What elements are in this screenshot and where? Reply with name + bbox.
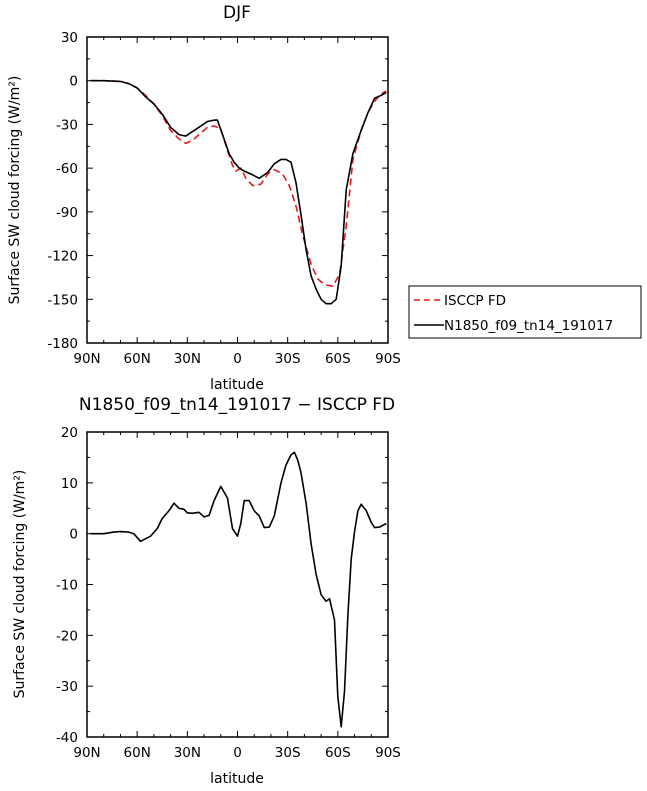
top-series-lines xyxy=(90,79,387,305)
legend-label-isccp: ISCCP FD xyxy=(444,293,506,309)
bottom-x-tick-label: 60S xyxy=(325,745,351,761)
bottom-x-tick-label: 30N xyxy=(174,745,201,761)
top-y-tick-label: -30 xyxy=(56,117,78,133)
bottom-x-tick-label: 0 xyxy=(233,745,242,761)
bottom-y-tick-label: 10 xyxy=(61,476,78,492)
top-axes: 90N 60N 30N 0 30S 60S 90S 30 0 -30 -60 -90 -120 -150 -… xyxy=(47,30,401,367)
bottom-x-tick-label: 90N xyxy=(73,745,100,761)
top-y-tick-label: -90 xyxy=(56,205,78,221)
legend: ISCCP FD N1850_f09_tn14_191017 xyxy=(408,285,642,339)
bottom-chart: N1850_f09_tn14_191017 − ISCCP FD 90N 60N 3… xyxy=(12,395,401,787)
bottom-y-tick-label: -10 xyxy=(56,578,78,594)
top-y-tick-label: 30 xyxy=(61,30,78,46)
top-x-tick-label: 90S xyxy=(375,351,401,367)
top-y-tick-label: -180 xyxy=(47,336,78,352)
top-x-tick-label: 30S xyxy=(275,351,301,367)
bottom-series-lines xyxy=(90,451,387,728)
bottom-y-axis-label: Surface SW cloud forcing (W/m²) xyxy=(12,470,28,699)
top-plot-frame xyxy=(86,36,389,344)
bottom-y-tick-label: -30 xyxy=(56,679,78,695)
bottom-x-tick-label: 30S xyxy=(275,745,301,761)
bottom-x-tick-label: 90S xyxy=(375,745,401,761)
top-series-line-n1850-f09-tn14-191017 xyxy=(90,79,387,305)
top-x-tick-label: 60N xyxy=(124,351,151,367)
legend-label-model: N1850_f09_tn14_191017 xyxy=(444,318,613,334)
top-x-tick-label: 30N xyxy=(174,351,201,367)
bottom-y-tick-label: 0 xyxy=(69,527,78,543)
bottom-x-axis-label: latitude xyxy=(210,771,264,787)
top-y-axis-label: Surface SW cloud forcing (W/m²) xyxy=(7,76,23,305)
legend-box xyxy=(408,285,642,339)
bottom-x-tick-label: 60N xyxy=(124,745,151,761)
top-y-tick-label: -120 xyxy=(47,249,78,265)
top-y-tick-label: -60 xyxy=(56,161,78,177)
top-y-tick-label: 0 xyxy=(69,74,78,90)
top-x-tick-label: 60S xyxy=(325,351,351,367)
bottom-y-tick-label: -20 xyxy=(56,628,78,644)
top-x-axis-label: latitude xyxy=(210,377,264,393)
top-y-tick-label: -150 xyxy=(47,292,78,308)
bottom-y-tick-label: 20 xyxy=(61,425,78,441)
bottom-y-tick-label: -40 xyxy=(56,730,78,746)
top-x-tick-label: 90N xyxy=(73,351,100,367)
bottom-chart-title: N1850_f09_tn14_191017 − ISCCP FD xyxy=(79,395,395,415)
bottom-plot-frame xyxy=(86,431,389,738)
bottom-series-line-difference xyxy=(90,451,387,728)
top-chart-title: DJF xyxy=(223,3,251,23)
top-x-tick-label: 0 xyxy=(233,351,242,367)
top-chart: DJF 90N 60N 30N 0 30S 60S 90S 30 0 -30 -60 -90 -120 -… xyxy=(7,3,642,393)
bottom-axes: 90N 60N 30N 0 30S 60S 90S 20 10 0 -10 -20 -30 -40 xyxy=(56,425,401,761)
